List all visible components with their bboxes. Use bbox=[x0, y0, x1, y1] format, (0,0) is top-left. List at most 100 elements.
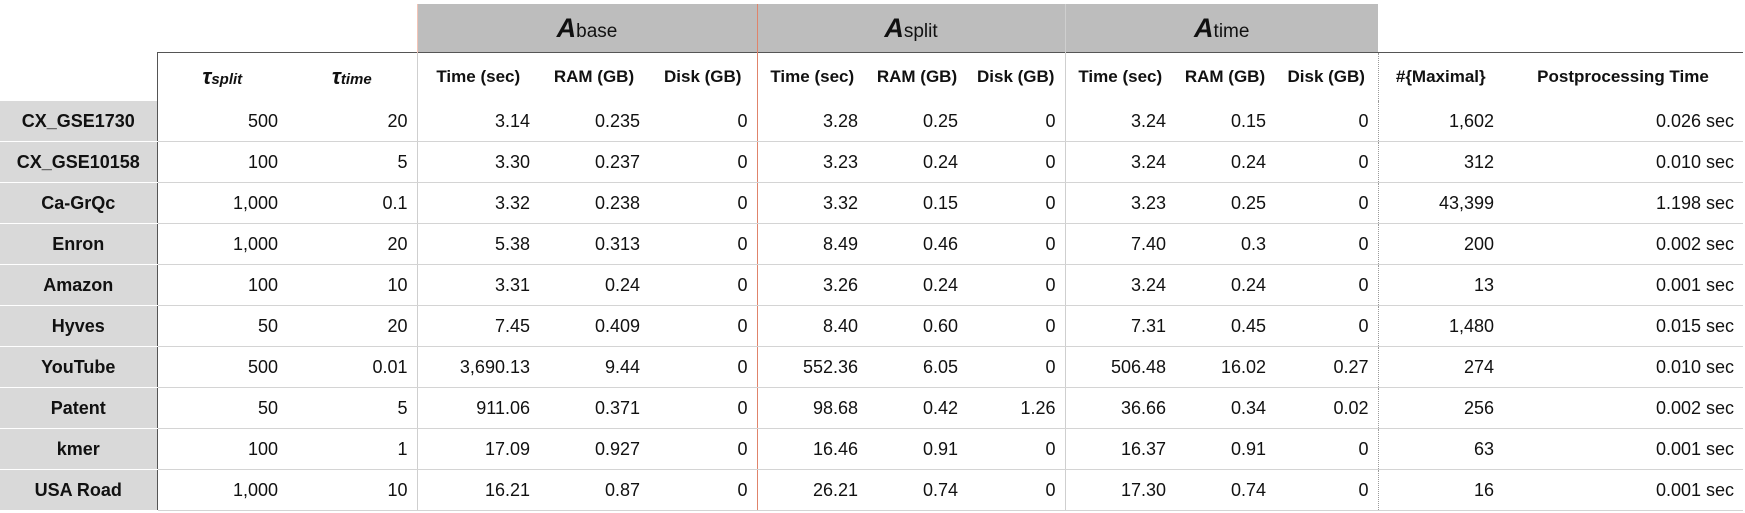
cell-split-ram: 6.05 bbox=[867, 346, 967, 388]
cell-time-disk: 0 bbox=[1275, 305, 1378, 347]
cell-tau-split: 1,000 bbox=[156, 182, 287, 224]
cell-base-disk: 0 bbox=[649, 346, 758, 388]
dataset-name: Enron bbox=[0, 223, 157, 265]
cell-maximal: 1,480 bbox=[1377, 305, 1503, 347]
cell-tau-time: 10 bbox=[287, 469, 417, 511]
cell-tau-split: 100 bbox=[156, 428, 287, 470]
cell-time-disk: 0.27 bbox=[1275, 346, 1378, 388]
cell-split-disk: 0 bbox=[967, 346, 1065, 388]
cell-base-time: 3.30 bbox=[416, 141, 539, 183]
cell-maximal: 200 bbox=[1377, 223, 1503, 265]
cell-base-disk: 0 bbox=[649, 264, 758, 306]
column-header-row: τsplit τtime Time (sec) RAM (GB) Disk (G… bbox=[0, 52, 1743, 101]
cell-split-disk: 0 bbox=[967, 223, 1065, 265]
cell-split-disk: 0 bbox=[967, 305, 1065, 347]
cell-postprocessing: 0.015 sec bbox=[1503, 305, 1743, 347]
cell-split-ram: 0.91 bbox=[867, 428, 967, 470]
cell-base-disk: 0 bbox=[649, 101, 758, 142]
header-maximal: #{Maximal} bbox=[1377, 52, 1503, 101]
cell-split-disk: 0 bbox=[967, 469, 1065, 511]
cell-base-ram: 0.409 bbox=[539, 305, 649, 347]
group-sub: base bbox=[576, 20, 618, 42]
cell-split-time: 3.26 bbox=[757, 264, 867, 306]
cell-base-disk: 0 bbox=[649, 141, 758, 183]
cell-time-disk: 0 bbox=[1275, 182, 1378, 224]
cell-base-ram: 0.927 bbox=[539, 428, 649, 470]
cell-time-time: 17.30 bbox=[1064, 469, 1175, 511]
cell-split-ram: 0.15 bbox=[867, 182, 967, 224]
header-time-disk: Disk (GB) bbox=[1275, 52, 1378, 101]
dataset-name: USA Road bbox=[0, 469, 157, 511]
cell-split-time: 26.21 bbox=[757, 469, 867, 511]
tau-subscript: time bbox=[340, 71, 372, 88]
cell-time-time: 16.37 bbox=[1064, 428, 1175, 470]
cell-time-ram: 0.91 bbox=[1175, 428, 1275, 470]
cell-split-time: 8.49 bbox=[757, 223, 867, 265]
cell-tau-split: 1,000 bbox=[156, 469, 287, 511]
cell-time-ram: 0.24 bbox=[1175, 141, 1275, 183]
cell-split-time: 3.28 bbox=[757, 101, 867, 142]
cell-base-time: 3.31 bbox=[416, 264, 539, 306]
cell-base-time: 3,690.13 bbox=[416, 346, 539, 388]
cell-base-ram: 0.238 bbox=[539, 182, 649, 224]
cell-tau-time: 20 bbox=[287, 223, 417, 265]
cell-time-time: 506.48 bbox=[1064, 346, 1175, 388]
tau-symbol: τ bbox=[331, 64, 341, 89]
cell-split-ram: 0.46 bbox=[867, 223, 967, 265]
cell-base-disk: 0 bbox=[649, 305, 758, 347]
group-blank-right bbox=[1378, 4, 1743, 53]
cell-maximal: 274 bbox=[1377, 346, 1503, 388]
cell-postprocessing: 0.002 sec bbox=[1503, 387, 1743, 429]
cell-tau-split: 1,000 bbox=[156, 223, 287, 265]
cell-tau-split: 100 bbox=[156, 264, 287, 306]
cell-time-disk: 0 bbox=[1275, 101, 1378, 142]
cell-split-ram: 0.42 bbox=[867, 387, 967, 429]
cell-split-disk: 0 bbox=[967, 101, 1065, 142]
cell-split-time: 16.46 bbox=[757, 428, 867, 470]
cell-base-ram: 0.235 bbox=[539, 101, 649, 142]
table-body: CX_GSE1730 500 20 3.14 0.235 0 3.28 0.25 0 3.24 0.… bbox=[0, 101, 1743, 511]
header-base-disk: Disk (GB) bbox=[649, 52, 758, 101]
dataset-name: YouTube bbox=[0, 346, 157, 388]
cell-time-time: 3.24 bbox=[1064, 101, 1175, 142]
cell-time-disk: 0 bbox=[1275, 264, 1378, 306]
cell-time-ram: 0.34 bbox=[1175, 387, 1275, 429]
cell-base-time: 7.45 bbox=[416, 305, 539, 347]
group-header-split: Asplit bbox=[757, 4, 1065, 53]
cell-base-disk: 0 bbox=[649, 182, 758, 224]
group-letter: A bbox=[556, 12, 577, 43]
cell-split-time: 3.23 bbox=[757, 141, 867, 183]
header-tau-time: τtime bbox=[287, 52, 417, 101]
cell-time-disk: 0 bbox=[1275, 428, 1378, 470]
cell-time-ram: 0.3 bbox=[1175, 223, 1275, 265]
cell-base-ram: 0.87 bbox=[539, 469, 649, 511]
cell-base-time: 5.38 bbox=[416, 223, 539, 265]
cell-postprocessing: 1.198 sec bbox=[1503, 182, 1743, 224]
group-sub: time bbox=[1213, 20, 1250, 42]
cell-time-time: 36.66 bbox=[1064, 387, 1175, 429]
header-postprocessing: Postprocessing Time bbox=[1503, 52, 1743, 101]
cell-postprocessing: 0.001 sec bbox=[1503, 264, 1743, 306]
cell-split-ram: 0.25 bbox=[867, 101, 967, 142]
table-row: USA Road 1,000 10 16.21 0.87 0 26.21 0.74 0 17.30… bbox=[0, 469, 1743, 511]
cell-split-ram: 0.24 bbox=[867, 141, 967, 183]
cell-maximal: 312 bbox=[1377, 141, 1503, 183]
cell-base-ram: 0.24 bbox=[539, 264, 649, 306]
cell-maximal: 43,399 bbox=[1377, 182, 1503, 224]
cell-split-disk: 0 bbox=[967, 182, 1065, 224]
cell-base-ram: 0.237 bbox=[539, 141, 649, 183]
cell-postprocessing: 0.001 sec bbox=[1503, 428, 1743, 470]
dataset-name: Patent bbox=[0, 387, 157, 429]
cell-base-disk: 0 bbox=[649, 223, 758, 265]
table-row: kmer 100 1 17.09 0.927 0 16.46 0.91 0 16.37 0.91 0 6… bbox=[0, 428, 1743, 470]
header-split-time: Time (sec) bbox=[757, 52, 867, 101]
table-row: CX_GSE1730 500 20 3.14 0.235 0 3.28 0.25 0 3.24 0.… bbox=[0, 101, 1743, 142]
header-base-ram: RAM (GB) bbox=[539, 52, 649, 101]
cell-time-time: 3.24 bbox=[1064, 141, 1175, 183]
dataset-name: kmer bbox=[0, 428, 157, 470]
header-time-ram: RAM (GB) bbox=[1175, 52, 1275, 101]
cell-base-ram: 0.313 bbox=[539, 223, 649, 265]
cell-split-time: 3.32 bbox=[757, 182, 867, 224]
dataset-name: CX_GSE1730 bbox=[0, 101, 157, 142]
table-row: Enron 1,000 20 5.38 0.313 0 8.49 0.46 0 7.40 0.3 0 2… bbox=[0, 223, 1743, 265]
